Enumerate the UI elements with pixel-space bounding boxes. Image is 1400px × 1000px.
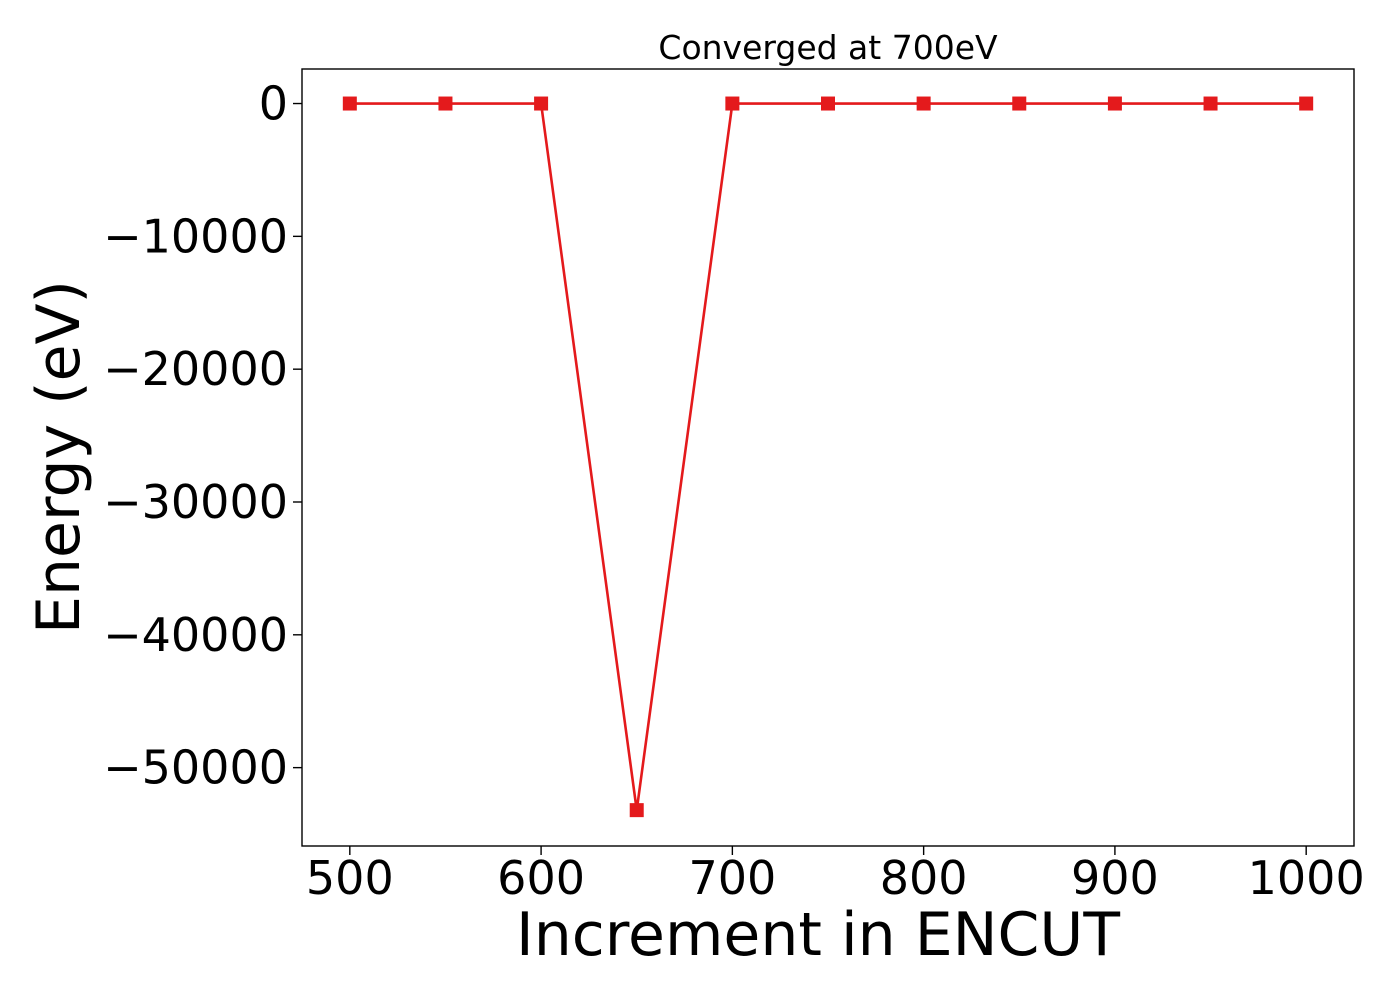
data-point — [1012, 96, 1027, 111]
x-tick-label: 1000 — [1248, 851, 1365, 905]
plot-frame — [301, 68, 1355, 847]
x-tick-label: 500 — [306, 851, 394, 905]
series-line — [349, 102, 1307, 811]
data-point — [1107, 96, 1122, 111]
data-point — [725, 96, 740, 111]
data-point — [916, 96, 931, 111]
plot-area — [342, 96, 1314, 818]
y-tick-label: −30000 — [103, 475, 288, 529]
data-point — [534, 96, 549, 111]
y-tick-label: −10000 — [103, 209, 288, 263]
y-tick-label: −40000 — [103, 608, 288, 662]
x-axis: 500 600 700 800 900 1000 — [306, 846, 1365, 905]
y-tick-label: 0 — [259, 77, 288, 131]
x-tick-label: 700 — [688, 851, 776, 905]
y-tick-label: −50000 — [103, 741, 288, 795]
y-axis: 0 −10000 −20000 −30000 −40000 −50000 — [103, 77, 302, 795]
data-point — [1299, 96, 1314, 111]
data-point — [438, 96, 453, 111]
data-point — [629, 803, 644, 818]
y-axis-label: Energy (eV) — [24, 280, 94, 634]
x-tick-label: 900 — [1071, 851, 1159, 905]
x-axis-label: Increment in ENCUT — [516, 900, 1120, 970]
y-tick-label: −20000 — [103, 342, 288, 396]
x-tick-label: 800 — [880, 851, 968, 905]
chart-title: Converged at 700eV — [658, 28, 998, 67]
x-tick-label: 600 — [497, 851, 585, 905]
data-point — [1203, 96, 1218, 111]
data-point — [821, 96, 835, 111]
data-point — [342, 96, 357, 111]
